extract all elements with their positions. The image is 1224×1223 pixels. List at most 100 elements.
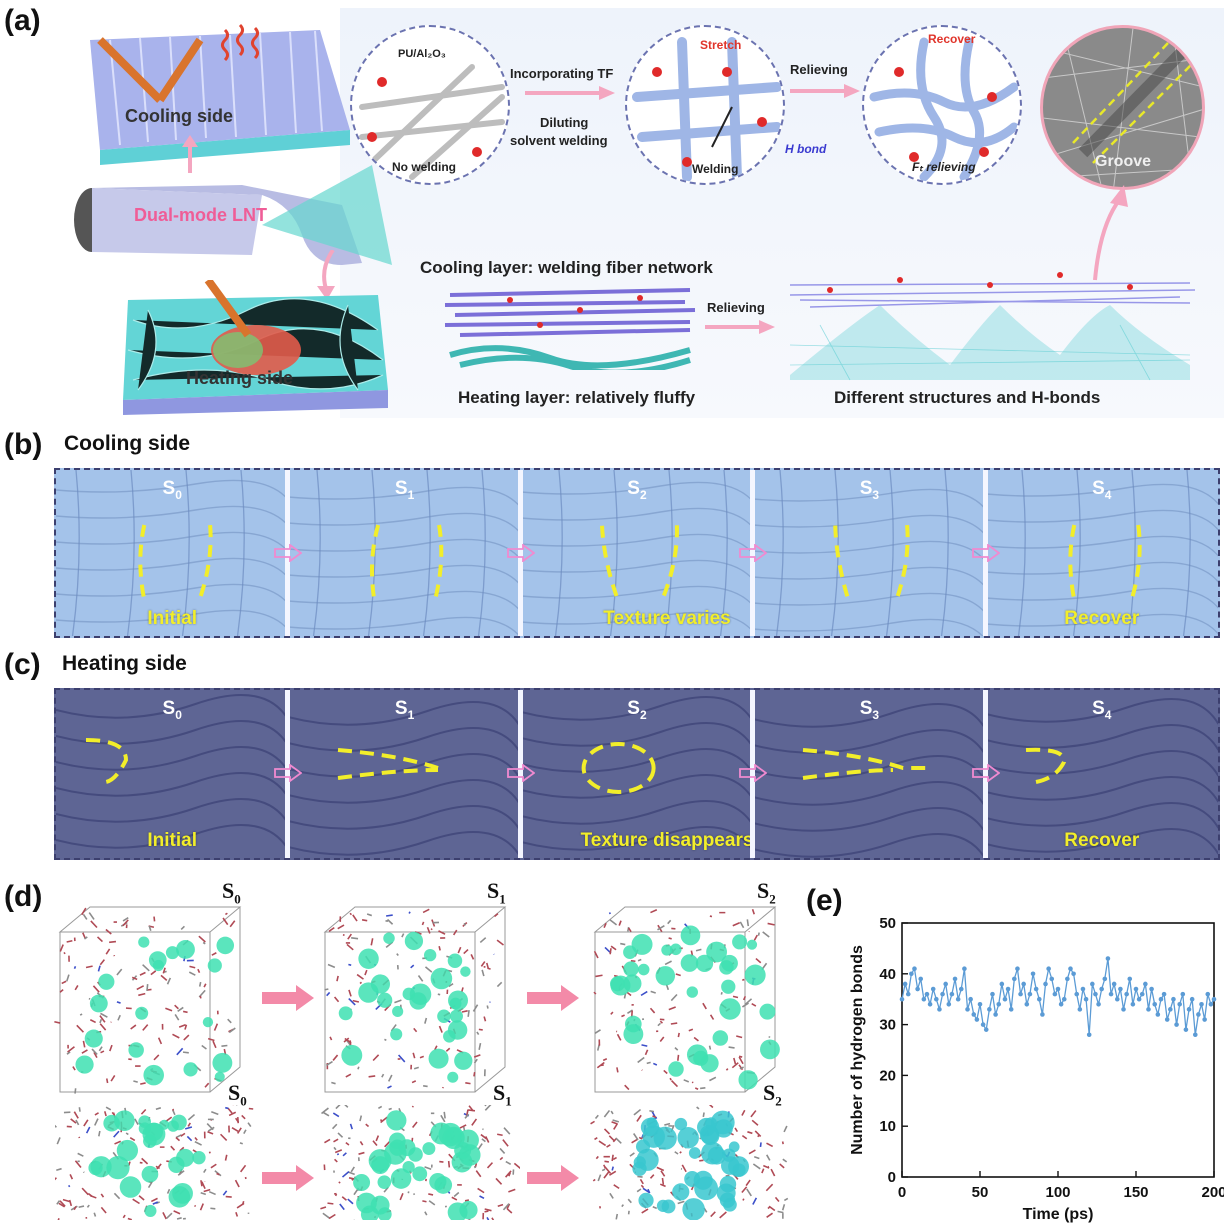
state-caption: Texture varies [603, 608, 731, 629]
circle1-title: PU/Al₂O₃ [398, 48, 446, 60]
transition-arrow-icon [527, 1165, 579, 1191]
tile-separator [517, 690, 523, 858]
circle1-bottom: No welding [392, 160, 456, 174]
step-arrow-icon [739, 764, 768, 782]
data-point [1036, 996, 1042, 1002]
state-caption: Initial [147, 830, 197, 851]
panel-b-title: Cooling side [64, 432, 190, 455]
fabric-texture [56, 694, 289, 851]
data-point [912, 966, 917, 972]
tile-separator [285, 470, 291, 636]
state-label: S1 [394, 698, 415, 722]
right-arrow-icon [790, 84, 860, 98]
y-tick-label: 0 [888, 1169, 896, 1186]
down-arrow-icon [317, 250, 335, 300]
state-label: S4 [1092, 478, 1112, 502]
data-point [915, 986, 920, 992]
data-point [1146, 1007, 1151, 1012]
data-point [1102, 976, 1108, 982]
circle3-title: Recover [928, 32, 976, 46]
data-point [1030, 971, 1036, 977]
y-tick-label: 10 [879, 1118, 896, 1135]
data-point [1099, 986, 1104, 992]
relieving-label: Relieving [707, 300, 765, 315]
state-label: S3 [859, 478, 880, 502]
data-point [1164, 1017, 1170, 1022]
state-caption: Recover [1064, 608, 1140, 629]
panel-c-title: Heating side [62, 652, 187, 675]
tile-separator [982, 690, 988, 858]
x-tick-label: 100 [1045, 1184, 1070, 1201]
data-point [952, 976, 958, 982]
data-point [949, 991, 955, 997]
up-curve-arrow-icon [1093, 185, 1128, 281]
state-tile-0: S0 Initial [56, 690, 289, 858]
hbond-label: H bond [785, 142, 827, 156]
state-tile-1: S1 [288, 470, 521, 636]
data-point [1168, 1007, 1173, 1012]
data-point [943, 981, 948, 987]
data-point [968, 996, 973, 1002]
x-tick-label: 50 [972, 1184, 989, 1201]
md-slab-2 [590, 1105, 789, 1220]
data-point [1108, 991, 1114, 997]
y-tick-label: 50 [879, 915, 896, 932]
data-point [1015, 966, 1020, 972]
fabric-texture [520, 470, 754, 636]
data-point [940, 991, 945, 997]
data-point [1136, 996, 1142, 1002]
diff-structures-label: Different structures and H-bonds [834, 388, 1101, 407]
step1-top-label: Incorporating TF [510, 66, 614, 81]
data-point [1083, 996, 1089, 1002]
step-arrow-icon [971, 764, 1000, 782]
data-point [918, 976, 924, 982]
data-point [934, 996, 939, 1002]
y-axis-label: Number of hydrogen bonds [849, 945, 866, 1155]
data-point [1058, 1001, 1064, 1007]
up-arrow-icon [182, 135, 198, 173]
tile-separator [285, 690, 291, 858]
data-point [1065, 976, 1070, 982]
data-point [1189, 996, 1195, 1002]
panel-label-d: (d) [4, 880, 43, 913]
heating-side-label: Heating side [186, 368, 294, 388]
x-tick-label: 0 [898, 1184, 906, 1201]
tile-separator [750, 470, 756, 636]
circle-recover [862, 25, 1022, 185]
groove-label: Groove [1095, 153, 1152, 170]
state-label: S2 [627, 698, 647, 722]
data-point [1205, 991, 1211, 997]
hbond-chart: 0 10 20 30 40 50 0 50 100 150 200 Time (ps) Number o… [849, 915, 1224, 1223]
data-point [1002, 996, 1008, 1002]
data-point [993, 1012, 998, 1017]
data-point [937, 1007, 942, 1012]
md-cube-2 [593, 906, 780, 1093]
state-tile-1: S1 [288, 690, 521, 858]
right-arrow-icon [705, 320, 775, 334]
fabric-texture [288, 701, 521, 858]
x-tick-label: 200 [1201, 1184, 1224, 1201]
data-point [1005, 986, 1011, 992]
data-point [1071, 971, 1076, 977]
data-point [1096, 1001, 1101, 1007]
data-point [1196, 1012, 1201, 1017]
data-point [946, 1001, 952, 1007]
data-point [1074, 991, 1080, 997]
data-point [983, 1027, 989, 1032]
y-tick-label: 30 [879, 1017, 896, 1034]
data-point [899, 996, 905, 1002]
molecular-dynamics-panel: S0 S0 S1 S1 S2 S2 [40, 878, 800, 1223]
data-point [1202, 1017, 1207, 1022]
state-caption: Texture disappears [580, 830, 754, 851]
state-label: S4 [1092, 698, 1112, 722]
data-point [1043, 981, 1048, 987]
data-point [1027, 991, 1033, 997]
md-bottom-state-label: S1 [493, 1080, 512, 1109]
cooling-side-strip: S0 Initial S1 S2 Texture varies S3 S4 Recover [54, 468, 1220, 638]
data-point [974, 1017, 980, 1022]
series-line [901, 958, 1215, 1035]
dual-mode-label: Dual-mode LNT [134, 205, 267, 225]
chart-frame [901, 922, 1215, 1178]
data-point [1024, 1001, 1030, 1007]
md-cube-1 [323, 906, 507, 1093]
